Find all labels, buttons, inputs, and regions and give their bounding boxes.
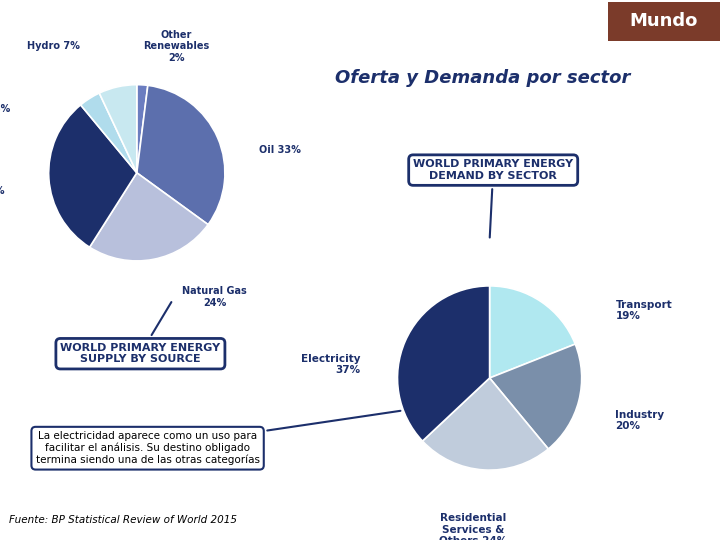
Text: Residential
Services &
Others 24%: Residential Services & Others 24% [438, 513, 507, 540]
Wedge shape [397, 286, 490, 441]
Text: La electricidad aparece como un uso para
facilitar el análisis. Su destino oblig: La electricidad aparece como un uso para… [35, 411, 400, 465]
Wedge shape [137, 85, 148, 173]
Wedge shape [81, 93, 137, 173]
Wedge shape [137, 85, 225, 225]
Text: Natural Gas
24%: Natural Gas 24% [182, 286, 247, 308]
Text: Fuente: BP Statistical Review of World 2015: Fuente: BP Statistical Review of World 2… [9, 515, 238, 525]
Wedge shape [423, 378, 549, 470]
Text: Other
Renewables
2%: Other Renewables 2% [143, 30, 210, 63]
Text: Nuclear 4%: Nuclear 4% [0, 104, 10, 113]
Wedge shape [490, 286, 575, 378]
Text: Mundo: Mundo [630, 12, 698, 30]
Wedge shape [99, 85, 137, 173]
Text: Coal 30%: Coal 30% [0, 186, 4, 197]
Text: Hydro 7%: Hydro 7% [27, 42, 80, 51]
Text: Industry
20%: Industry 20% [616, 410, 665, 431]
Wedge shape [89, 173, 208, 261]
Text: WORLD PRIMARY ENERGY
SUPPLY BY SOURCE: WORLD PRIMARY ENERGY SUPPLY BY SOURCE [60, 302, 220, 364]
FancyBboxPatch shape [608, 2, 720, 40]
Text: Electricity
37%: Electricity 37% [301, 354, 361, 375]
Text: Oferta y Demanda por sector: Oferta y Demanda por sector [335, 69, 630, 87]
Text: WORLD PRIMARY ENERGY
DEMAND BY SECTOR: WORLD PRIMARY ENERGY DEMAND BY SECTOR [413, 159, 573, 238]
Text: Transport
19%: Transport 19% [616, 300, 672, 321]
Text: Oil 33%: Oil 33% [259, 145, 301, 155]
Wedge shape [49, 105, 137, 247]
Wedge shape [490, 344, 582, 449]
